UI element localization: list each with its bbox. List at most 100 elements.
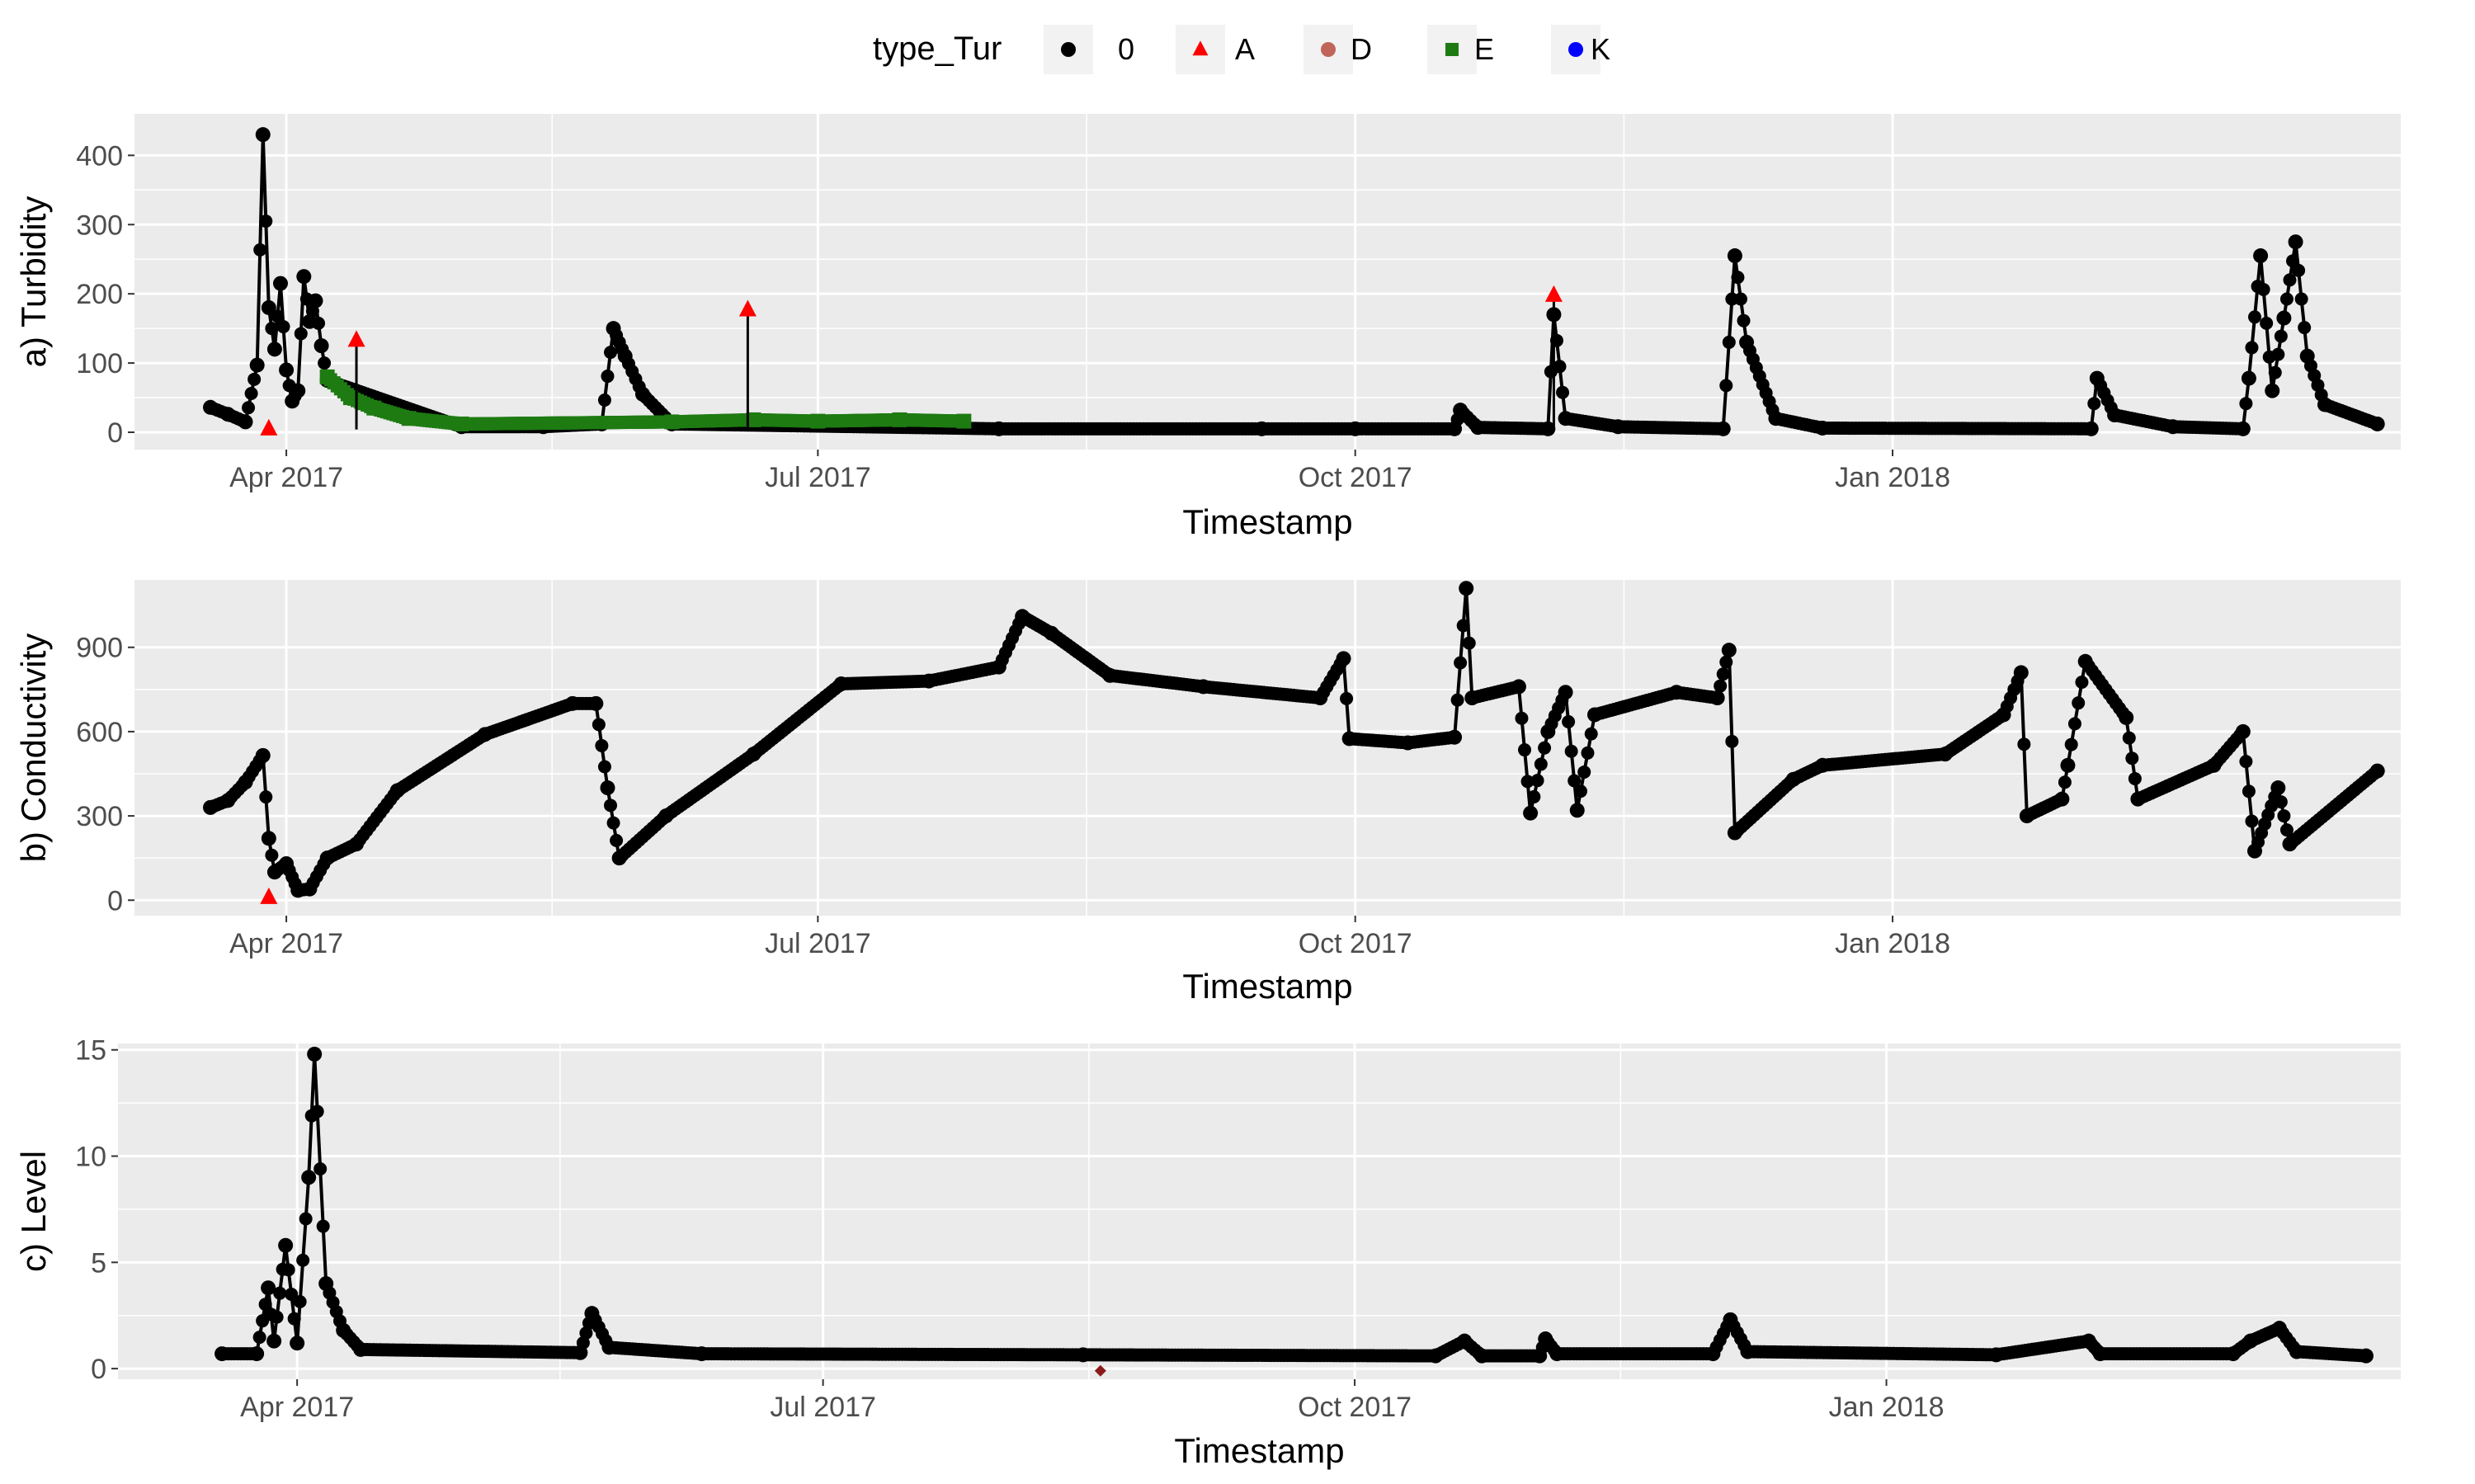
series-0-data-point [2289,1344,2304,1359]
series-0-point [1462,636,1476,650]
series-0-data-point [573,1345,588,1360]
series-0-point [2064,737,2078,751]
plot-area [214,1046,2374,1377]
series-0-point [2256,282,2270,296]
series-0-data-point [1400,735,1416,751]
series-0-point [318,356,332,370]
series-0-point [2239,397,2253,411]
x-axis-title: Timestamp [1182,967,1352,1006]
series-0-data-point [617,348,633,364]
series-0-point [296,1253,310,1267]
series-0-point [314,1161,328,1175]
series-A [260,285,1563,436]
series-0-data-point [203,399,219,415]
series-0-data-point [1474,1348,1490,1364]
series-0-data-point [1523,805,1539,821]
series-0-data-point [290,883,306,898]
series-0-data-point [1586,707,1602,723]
series-0-data-point [2276,310,2292,326]
y-axis-title: b) Conductivity [14,634,53,863]
series-0-data-point [2081,1333,2096,1349]
series-0-data-point [2165,419,2180,435]
series-0-data-point [2270,780,2286,796]
series-0-point [259,214,273,228]
flag-A-point [260,887,278,904]
series-0-data-point [2358,1348,2374,1364]
series-0-point [1719,655,1733,669]
series-0-data-point [255,127,271,143]
legend-item-0: 0 [1044,25,1134,74]
x-tick-label: Oct 2017 [1298,1392,1412,1423]
series-0-data-point [296,269,312,285]
series-0-point [1530,774,1544,788]
series-0 [203,581,2385,898]
legend: type_Tur 0 A D E K [873,25,1610,74]
series-0-point [1722,335,1736,349]
series-0-point [1549,333,1563,347]
series-0-data-point [1739,334,1755,350]
series-0-data-point [272,276,288,291]
series-0-data-point [2241,370,2256,386]
series-0-point [2274,329,2288,343]
series-0-point [2128,771,2142,785]
series-0-point [1568,774,1582,788]
y-tick-label: 0 [91,1354,106,1385]
series-0-point [281,1263,295,1277]
series-0-data-point [601,1340,617,1355]
series-0-data-point [2247,843,2263,859]
series-0-point [1737,313,1751,327]
series-0-data-point [564,695,580,711]
series-0-point [2279,823,2294,837]
series-0-data-point [2271,1321,2287,1336]
series-0-point [248,372,262,386]
series-0-data-point [2019,808,2034,824]
x-axis-title: Timestamp [1182,502,1352,541]
series-0-data-point [1532,1348,1548,1364]
series-0-point [1714,679,1728,693]
series-0-point [1515,711,1529,725]
series-0-point [595,738,609,752]
x-tick-label: Jan 2018 [1835,462,1950,493]
series-0-data-point [584,1306,600,1321]
series-0-data-point [1540,421,1556,436]
y-tick-label: 200 [76,279,123,310]
series-0-point [2294,292,2308,306]
series-0-data-point [314,338,329,354]
series-0-data-point [238,775,253,790]
legend-item-E: E [1427,25,1494,74]
series-0-data-point [203,799,219,815]
series-E-data-point [810,413,826,429]
series-0-data-point [290,383,306,398]
series-0-point [2279,292,2294,306]
series-0-data-point [266,342,282,357]
y-tick-label: 0 [107,417,123,449]
series-0-data-point [634,386,650,402]
series-0-point [1562,714,1576,728]
series-0-data-point [1715,421,1731,436]
series-0-point [604,799,618,813]
series-0-data-point [2369,763,2385,779]
series-0-point [597,393,611,407]
series-0-data-point [279,855,295,871]
x-tick-label: Jul 2017 [765,462,871,493]
series-0-point [253,243,267,257]
series-0-point [601,370,615,384]
series-0-point [2274,795,2288,809]
series-0-point [1520,775,1534,789]
series-E-data-point [956,413,972,429]
series-0-point [2271,347,2285,361]
y-tick-label: 5 [91,1247,106,1279]
series-0-point [293,1294,307,1308]
series-0-data-point [1075,1347,1091,1363]
series-0-point [1564,744,1578,758]
series-0-data-point [2054,791,2070,807]
series-0-data-point [302,313,318,329]
series-0-data-point [1447,421,1463,436]
x-tick-label: Jul 2017 [765,928,871,959]
series-0-point [276,320,290,334]
legend-item-A: A [1176,25,1255,74]
series-0-data-point [318,1276,334,1292]
series-0-data-point [1558,685,1573,700]
series-0-point [294,327,308,341]
series-0-data-point [658,808,674,824]
